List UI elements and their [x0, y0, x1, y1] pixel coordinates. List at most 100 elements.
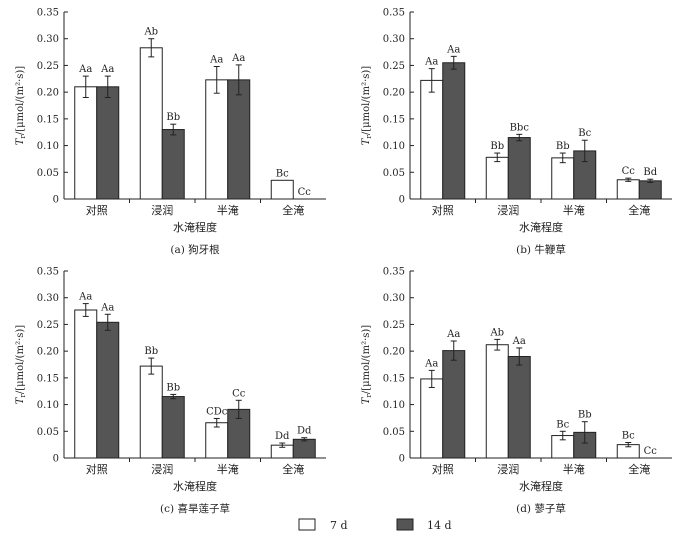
x-tick-label: 半淹	[563, 462, 585, 476]
panel-caption: (d) 蓼子草	[516, 502, 566, 515]
bar-7d	[420, 378, 444, 459]
x-tick-label: 对照	[432, 462, 454, 476]
y-tick-label: 0.30	[383, 34, 405, 45]
significance-label: Aa	[446, 329, 460, 340]
significance-label: Aa	[231, 53, 245, 64]
y-axis-label: Tr/[μmol/(m²·s)]	[15, 325, 27, 404]
y-tick-label: 0.05	[383, 168, 405, 179]
bar-7d	[205, 79, 229, 200]
significance-label: Bbc	[510, 122, 530, 133]
significance-label: Ab	[489, 327, 504, 338]
significance-label: Aa	[78, 292, 92, 303]
bar-14d	[161, 396, 185, 459]
y-axis-label: Tr/[μmol/(m²·s)]	[361, 325, 373, 404]
x-tick-label: 全淹	[282, 462, 304, 476]
y-tick-label: 0.15	[383, 114, 405, 125]
legend-label-14d: 14 d	[427, 519, 452, 532]
y-tick-label: 0.30	[37, 34, 59, 45]
y-tick-label: 0.20	[383, 347, 405, 358]
bar-7d	[139, 365, 163, 459]
bar-7d	[485, 344, 509, 459]
legend: 7 d 14 d	[298, 518, 452, 532]
y-tick-label: 0.10	[383, 141, 405, 152]
significance-label: Aa	[78, 64, 92, 75]
bar-7d	[270, 179, 294, 200]
significance-label: Aa	[424, 57, 438, 68]
x-axis-label: 水淹程度	[519, 479, 563, 493]
y-tick-label: 0.20	[383, 88, 405, 99]
legend-swatch-7d	[298, 518, 316, 531]
y-tick-label: 0.25	[37, 320, 59, 331]
x-tick-label: 对照	[86, 203, 108, 217]
y-tick-label: 0.15	[37, 373, 59, 384]
significance-label: Dd	[275, 431, 290, 442]
significance-label: Aa	[100, 64, 114, 75]
y-tick-label: 0.25	[37, 61, 59, 72]
x-tick-label: 半淹	[217, 462, 239, 476]
y-tick-label: 0.05	[37, 427, 59, 438]
x-tick-label: 半淹	[563, 203, 585, 217]
significance-label: Aa	[209, 54, 223, 65]
y-tick-label: 0.35	[383, 8, 405, 19]
significance-label: Aa	[424, 358, 438, 369]
panel-caption: (a) 狗牙根	[170, 243, 220, 256]
y-tick-label: 0.35	[383, 267, 405, 278]
chart-panel-1: 0 0.05 0.10 0.15 0.20 0.25 0.30 0.35 Tr/[μmol/(m…	[361, 8, 672, 256]
chart-panel-0: 0 0.05 0.10 0.15 0.20 0.25 0.30 0.35 Tr/[μmol/(m…	[15, 8, 326, 256]
bar-7d	[205, 422, 229, 459]
y-tick-label: 0	[53, 454, 59, 465]
significance-label: CDc	[206, 406, 228, 417]
x-tick-label: 全淹	[282, 203, 304, 217]
bar-7d	[139, 47, 163, 200]
significance-label: Cc	[622, 166, 636, 177]
x-tick-label: 浸润	[151, 462, 173, 476]
significance-label: Bb	[490, 141, 504, 152]
y-tick-label: 0.30	[37, 293, 59, 304]
significance-label: Bb	[166, 112, 180, 123]
significance-label: Aa	[100, 302, 114, 313]
bar-7d	[420, 79, 444, 200]
y-tick-label: 0.15	[37, 114, 59, 125]
y-tick-label: 0.05	[383, 427, 405, 438]
x-tick-label: 浸润	[497, 203, 519, 217]
y-tick-label: 0	[399, 195, 405, 206]
chart-panel-2: 0 0.05 0.10 0.15 0.20 0.25 0.30 0.35 Tr/[μmol/(m…	[15, 267, 326, 515]
bar-14d	[442, 62, 466, 200]
y-tick-label: 0	[53, 195, 59, 206]
y-tick-label: 0.10	[37, 400, 59, 411]
y-tick-label: 0.05	[37, 168, 59, 179]
bar-14d	[507, 137, 531, 200]
bar-14d	[442, 350, 466, 459]
x-tick-label: 半淹	[217, 203, 239, 217]
y-tick-label: 0.10	[37, 141, 59, 152]
x-tick-label: 全淹	[628, 462, 650, 476]
y-tick-label: 0.25	[383, 320, 405, 331]
significance-label: Aa	[512, 336, 526, 347]
bar-7d	[616, 179, 640, 200]
significance-label: Bd	[643, 167, 657, 178]
y-tick-label: 0.35	[37, 8, 59, 19]
bar-14d	[638, 180, 662, 200]
significance-label: Cc	[298, 187, 312, 198]
significance-label: Bb	[166, 382, 180, 393]
x-axis-label: 水淹程度	[519, 220, 563, 234]
significance-label: Bb	[144, 346, 158, 357]
bar-7d	[551, 157, 575, 200]
y-axis-label: Tr/[μmol/(m²·s)]	[15, 66, 27, 145]
x-tick-label: 全淹	[628, 203, 650, 217]
panel-caption: (c) 喜旱莲子草	[160, 502, 230, 515]
x-tick-label: 对照	[86, 462, 108, 476]
significance-label: Cc	[644, 446, 658, 457]
bar-14d	[227, 79, 251, 200]
y-tick-label: 0.20	[37, 347, 59, 358]
significance-label: Bc	[578, 128, 591, 139]
panel-caption: (b) 牛鞭草	[516, 243, 566, 256]
y-tick-label: 0.20	[37, 88, 59, 99]
bar-14d	[292, 438, 316, 459]
x-tick-label: 浸润	[151, 203, 173, 217]
legend-label-7d: 7 d	[330, 519, 348, 532]
significance-label: Aa	[446, 44, 460, 55]
significance-label: Cc	[232, 388, 246, 399]
legend-swatch-14d	[396, 518, 414, 531]
